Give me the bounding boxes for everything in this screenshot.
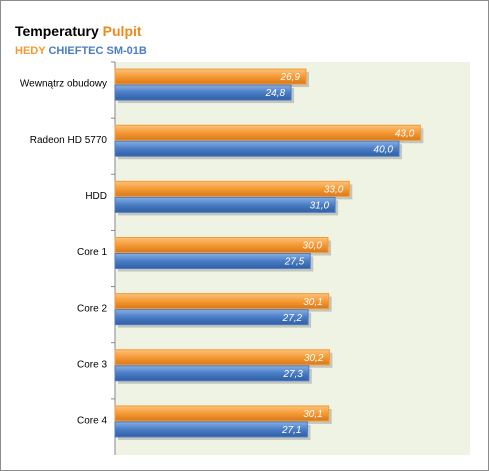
value-label: 40,0 xyxy=(374,144,394,155)
title-part: Pulpit xyxy=(103,23,142,39)
legend-entry: HEDY xyxy=(15,45,46,57)
bar xyxy=(114,253,311,269)
value-label: 27,5 xyxy=(284,257,305,268)
bar xyxy=(114,237,329,253)
bar xyxy=(114,68,307,85)
value-label: 43,0 xyxy=(395,128,415,139)
bar xyxy=(114,124,421,141)
value-label: 31,0 xyxy=(310,200,330,211)
bar xyxy=(114,84,292,101)
y-tick-label: Wewnątrz obudowy xyxy=(20,79,107,90)
y-tick-label: Core 3 xyxy=(77,359,107,370)
value-label: 27,2 xyxy=(282,313,303,324)
y-tick-label: Core 2 xyxy=(77,303,107,314)
value-label: 26,9 xyxy=(280,72,301,83)
value-label: 27,1 xyxy=(281,425,301,436)
bar xyxy=(114,140,400,157)
bar xyxy=(114,309,309,326)
chart-title: Temperatury Pulpit xyxy=(15,23,142,39)
bar xyxy=(114,349,330,366)
value-label: 27,3 xyxy=(282,369,303,380)
bar xyxy=(114,293,330,310)
bar xyxy=(114,180,350,197)
y-tick-label: Radeon HD 5770 xyxy=(30,135,108,146)
value-label: 33,0 xyxy=(324,184,344,195)
value-label: 30,0 xyxy=(303,241,323,252)
legend-entry: CHIEFTEC SM-01B xyxy=(48,45,146,57)
y-tick-label: Core 1 xyxy=(77,247,107,258)
y-tick-label: HDD xyxy=(85,191,107,202)
title-part: Temperatury xyxy=(15,23,99,39)
bar xyxy=(114,365,310,382)
legend: HEDY CHIEFTEC SM-01B xyxy=(15,45,147,57)
bar xyxy=(114,196,336,213)
value-label: 30,2 xyxy=(304,353,324,364)
value-label: 24,8 xyxy=(265,88,286,99)
bar xyxy=(114,421,308,438)
y-tick-label: Core 4 xyxy=(77,416,107,427)
value-label: 30,1 xyxy=(303,297,322,308)
bar xyxy=(114,405,330,422)
value-label: 30,1 xyxy=(303,409,322,420)
